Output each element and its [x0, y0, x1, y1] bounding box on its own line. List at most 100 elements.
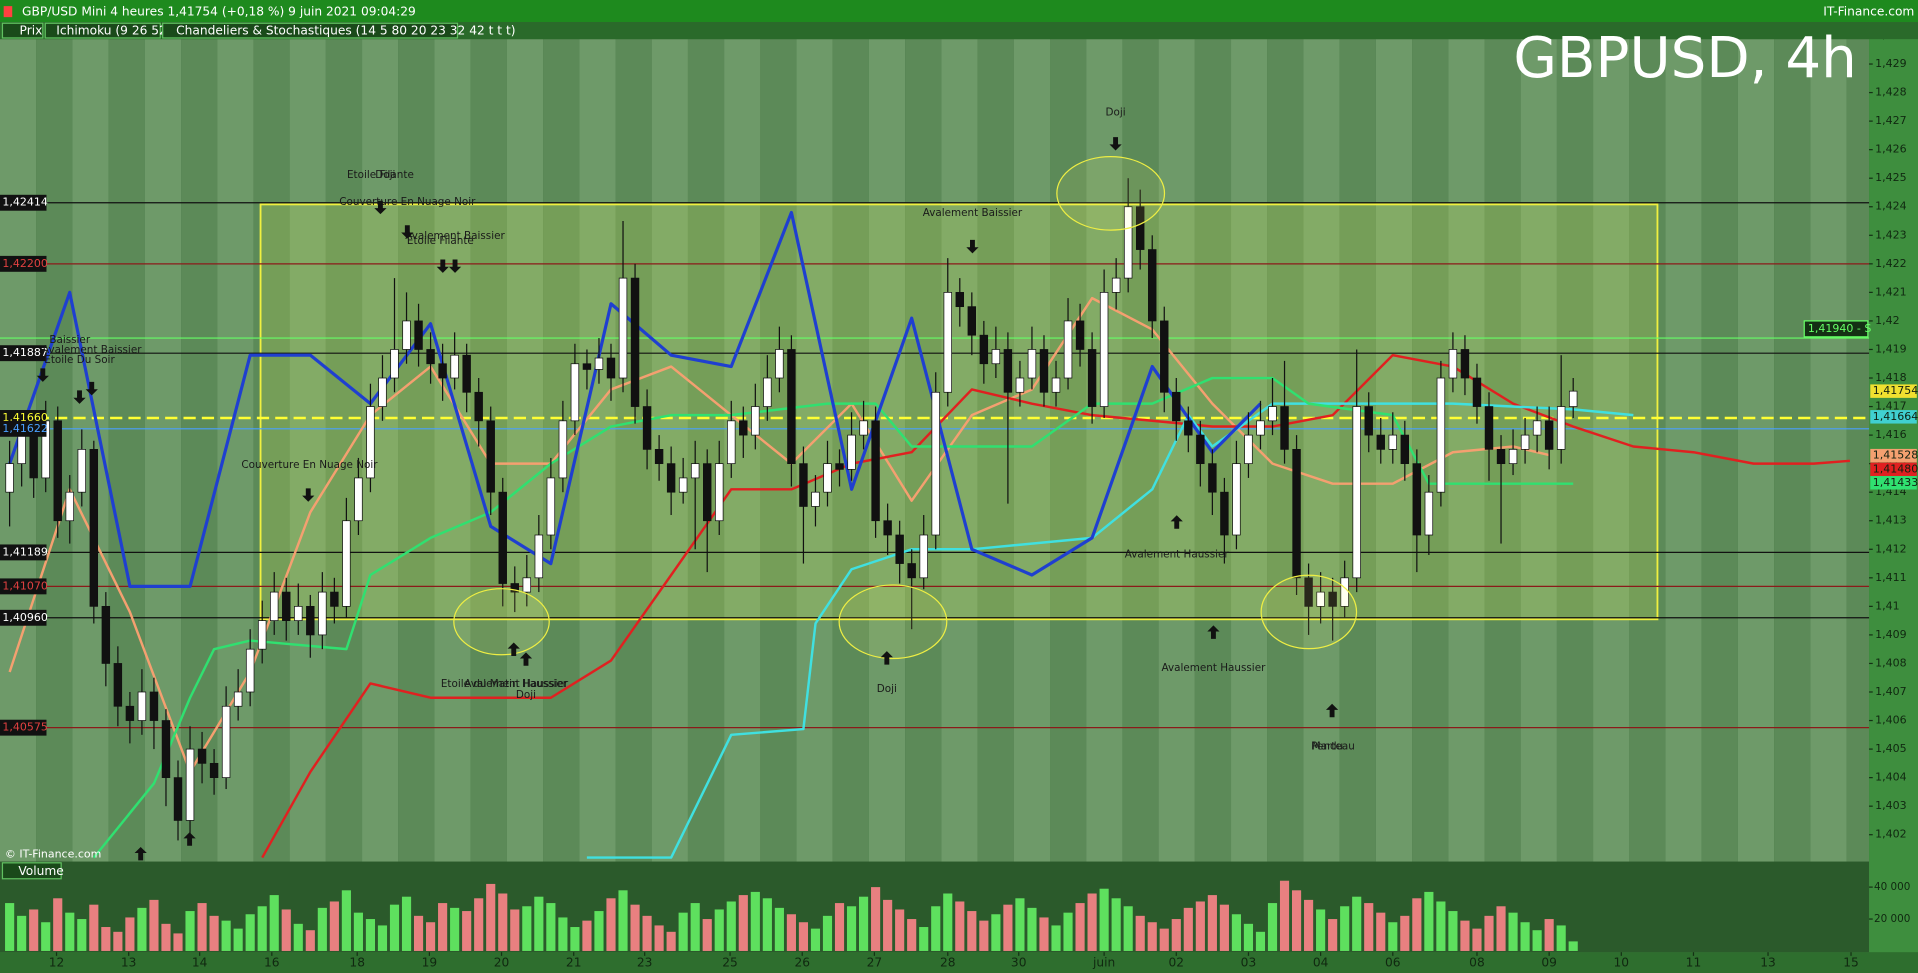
candle-body — [991, 349, 1001, 365]
volume-bar — [389, 904, 400, 951]
volume-bar — [594, 911, 604, 951]
volume-bar — [113, 931, 123, 951]
volume-bar — [1544, 919, 1554, 951]
y-tick-label: 1,418 — [1875, 371, 1906, 384]
candle-body — [366, 406, 375, 479]
legend-item[interactable] — [44, 22, 161, 39]
level-label: 1,41887 — [2, 346, 47, 359]
candle-body — [450, 354, 459, 379]
pattern-label: Avalement Baissier — [923, 207, 1023, 219]
level-tag — [0, 255, 47, 272]
copyright: © IT-Finance.com — [5, 847, 101, 860]
candle-body — [1015, 377, 1025, 393]
candle-body — [703, 463, 712, 522]
stripe — [1122, 39, 1159, 862]
stripe — [1810, 39, 1847, 862]
volume-bar — [1412, 898, 1422, 951]
price-tag-label: 1,41664 — [1873, 410, 1918, 423]
volume-bar — [341, 890, 351, 951]
pattern-label: Avalement Baissier — [42, 344, 142, 356]
volume-bar — [377, 925, 388, 951]
volume-bar — [546, 903, 556, 951]
candle-body — [799, 463, 808, 507]
stripe — [796, 39, 833, 862]
candle-body — [1472, 377, 1482, 407]
candle-body — [342, 520, 351, 607]
volume-bar — [1027, 907, 1037, 951]
level-tag — [0, 194, 47, 211]
price-tag — [1870, 476, 1917, 490]
candle-body — [1232, 463, 1241, 536]
stripe — [325, 39, 363, 862]
candle-body — [29, 434, 38, 479]
candle-body — [209, 762, 219, 778]
stripe — [398, 39, 435, 862]
pattern-label: Baissier — [49, 334, 90, 346]
candle-body — [1484, 406, 1494, 450]
volume-bar — [1520, 922, 1530, 951]
stripe — [1846, 39, 1870, 862]
volume-bar — [137, 907, 147, 951]
y-tick-label: 1,428 — [1875, 86, 1906, 99]
x-tick-label: 06 — [1385, 956, 1401, 970]
date-axis — [0, 952, 1918, 973]
legend-item[interactable] — [1, 22, 44, 39]
candle-body — [1364, 406, 1373, 436]
candle-body — [727, 420, 736, 465]
candle-body — [1292, 449, 1301, 579]
volume-tick-label: 20 000 — [1874, 913, 1910, 925]
candle-body — [522, 577, 532, 593]
x-tick-label: 08 — [1469, 956, 1485, 970]
volume-bar — [1484, 915, 1494, 951]
header-site: IT-Finance.com — [1823, 5, 1914, 19]
volume-bar — [967, 911, 977, 951]
candle-body — [1196, 434, 1205, 465]
x-tick-label: 28 — [940, 956, 956, 970]
candle-body — [763, 377, 772, 407]
y-tick-label: 1,423 — [1875, 228, 1906, 241]
arrow-down — [85, 381, 98, 396]
arrow-down — [1109, 137, 1122, 151]
legend-item[interactable] — [162, 22, 459, 39]
level-tag — [0, 345, 47, 362]
candle-body — [1003, 349, 1013, 393]
volume-bar — [1400, 915, 1410, 951]
volume-bar — [931, 906, 941, 951]
candle-body — [1123, 206, 1133, 279]
volume-bar — [630, 904, 640, 951]
stripe — [1050, 39, 1087, 862]
candle-body — [1160, 320, 1169, 393]
pattern-label: Marteau — [1312, 741, 1355, 753]
volume-bar — [1075, 903, 1085, 951]
pattern-label: Doji — [516, 689, 536, 701]
volume-bar — [907, 919, 917, 951]
candle-body — [739, 420, 748, 436]
volume-bar — [606, 898, 616, 951]
candle-body — [510, 583, 519, 593]
header-title: GBP/USD Mini 4 heures 1,41754 (+0,18 %) … — [22, 5, 416, 19]
level-label: 1,42200 — [2, 257, 47, 270]
candle-body — [1135, 206, 1145, 250]
candle-body — [426, 349, 435, 365]
candle-body — [5, 463, 14, 493]
y-tick-label: 1,421 — [1875, 285, 1906, 298]
candle-body — [197, 748, 207, 764]
volume-bar — [1099, 888, 1109, 951]
volume-legend[interactable] — [1, 862, 62, 880]
volume-bar — [979, 920, 989, 951]
arrow-down — [436, 259, 449, 273]
volume-bar — [895, 909, 905, 951]
candle-body — [149, 691, 159, 721]
candle-body — [306, 605, 315, 636]
volume-bar — [1304, 899, 1314, 951]
level-label: 1,42414 — [2, 196, 47, 209]
legend-bar — [0, 22, 1918, 40]
candle-body — [1568, 390, 1578, 407]
volume-bar — [702, 919, 712, 951]
price-tag — [1870, 384, 1917, 398]
candle-body — [137, 691, 147, 721]
volume-bar — [149, 899, 159, 951]
volume-bar — [1087, 893, 1097, 951]
candle-body — [1532, 420, 1542, 436]
candle-body — [1075, 320, 1085, 350]
